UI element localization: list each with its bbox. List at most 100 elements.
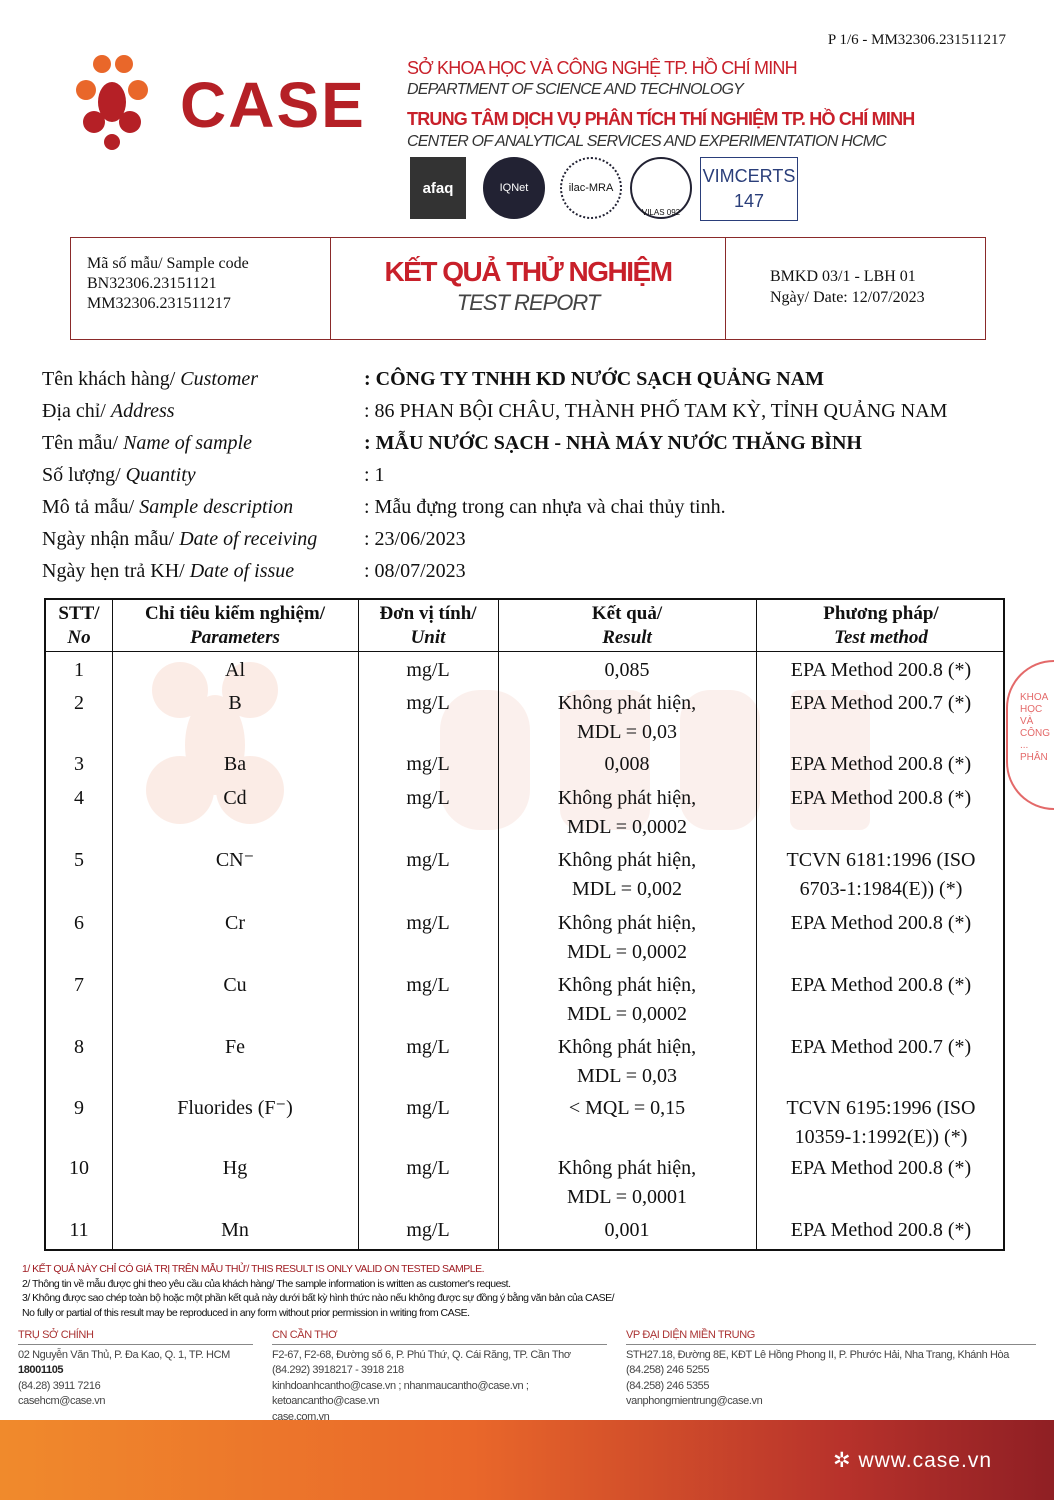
- cell-unit: mg/L: [406, 787, 450, 809]
- website-text: www.case.vn: [858, 1449, 992, 1472]
- info-label: Địa chỉ/ Address: [42, 400, 175, 423]
- note-1: 1/ KẾT QUẢ NÀY CHỈ CÓ GIÁ TRỊ TRÊN MẪU T…: [22, 1263, 485, 1275]
- cell-unit: mg/L: [406, 849, 450, 871]
- cell-param: Cd: [223, 787, 247, 809]
- note-3: 3/ Không được sao chép toàn bộ hoặc một …: [22, 1292, 615, 1304]
- notes: 1/ KẾT QUẢ NÀY CHỈ CÓ GIÁ TRỊ TRÊN MẪU T…: [22, 1262, 615, 1320]
- column-header: STT/No: [46, 600, 112, 652]
- info-label-vn: Ngày nhận mẫu/: [42, 528, 180, 550]
- cell-no: 7: [74, 974, 84, 996]
- info-label-vn: Địa chỉ/: [42, 400, 111, 422]
- info-label-en: Name of sample: [123, 432, 252, 454]
- header-en: Test method: [834, 627, 928, 648]
- header-vn: STT/: [58, 603, 100, 624]
- cell-result: Không phát hiện, MDL = 0,0002: [557, 787, 697, 838]
- info-label: Ngày hẹn trả KH/ Date of issue: [42, 560, 294, 583]
- office-website: case.com.vn: [272, 1410, 330, 1423]
- info-label-vn: Mô tả mẫu/: [42, 496, 140, 518]
- cell-result: Không phát hiện, MDL = 0,002: [557, 849, 697, 900]
- info-value: : MẪU NƯỚC SẠCH - NHÀ MÁY NƯỚC THĂNG BÌN…: [364, 432, 862, 454]
- info-value: : Mẫu đựng trong can nhựa và chai thủy t…: [364, 496, 726, 518]
- cell-no: 9: [74, 1097, 84, 1119]
- org-line-2: DEPARTMENT OF SCIENCE AND TECHNOLOGY: [407, 81, 744, 98]
- cell-unit: mg/L: [406, 659, 450, 681]
- cell-method: EPA Method 200.8 (*): [790, 659, 972, 681]
- page-number: P 1/6 - MM32306.231511217: [827, 32, 1006, 48]
- sample-code-2: MM32306.231511217: [87, 295, 231, 312]
- cell-method: EPA Method 200.8 (*): [790, 1157, 972, 1179]
- info-label-en: Date of issue: [189, 560, 295, 582]
- info-row: Ngày hẹn trả KH/ Date of issue : 08/07/20…: [42, 560, 1002, 590]
- cell-param: B: [228, 692, 242, 714]
- office-email: kinhdoanhcantho@case.vn ; nhanmaucantho@…: [272, 1379, 529, 1392]
- office-address: 02 Nguyễn Văn Thủ, P. Đa Kao, Q. 1, TP. …: [18, 1348, 230, 1361]
- cell-result: Không phát hiện, MDL = 0,03: [557, 692, 697, 743]
- report-header-box: Mã số mẫu/ Sample code BN32306.23151121 …: [70, 237, 986, 340]
- office-email-2: ketoancantho@case.vn: [272, 1395, 380, 1407]
- note-3-en: No fully or partial of this result may b…: [22, 1306, 470, 1319]
- info-row: Tên mẫu/ Name of sample : MẪU NƯỚC SẠCH -…: [42, 432, 1002, 462]
- cell-no: 10: [69, 1157, 89, 1179]
- cell-param: Fluorides (F⁻): [177, 1097, 293, 1119]
- cell-method: EPA Method 200.7 (*): [790, 1036, 972, 1058]
- org-line-3: TRUNG TÂM DỊCH VỤ PHÂN TÍCH THÍ NGHIỆM T…: [407, 109, 915, 129]
- header-en: Result: [602, 627, 652, 648]
- info-label-vn: Tên mẫu/: [42, 432, 124, 454]
- column-header: Kết quả/Result: [498, 600, 756, 652]
- cell-unit: mg/L: [406, 912, 450, 934]
- office-address: F2-67, F2-68, Đường số 6, P. Phú Thứ, Q.…: [272, 1348, 571, 1361]
- cell-no: 2: [74, 692, 84, 714]
- cell-param: Fe: [225, 1036, 245, 1058]
- cell-unit: mg/L: [406, 1097, 450, 1119]
- note-2: 2/ Thông tin về mẫu được ghi theo yêu cầ…: [22, 1277, 511, 1290]
- info-value: : 23/06/2023: [364, 528, 466, 550]
- header-en: Unit: [410, 627, 446, 648]
- org-line-4: CENTER OF ANALYTICAL SERVICES AND EXPERI…: [407, 133, 887, 150]
- header-vn: Đơn vị tính/: [379, 603, 477, 624]
- stamp-seal: KHOA HỌC VÀ CÔNG ... PHÂN: [1006, 660, 1054, 810]
- logo-text: CASE: [180, 69, 366, 141]
- info-row: Ngày nhận mẫu/ Date of receiving : 23/06/…: [42, 528, 1002, 558]
- office-fax: (84.258) 246 5355: [626, 1379, 710, 1392]
- afaq-cert-icon: afaq: [410, 157, 466, 219]
- info-value: : 1: [364, 464, 385, 486]
- cell-unit: mg/L: [406, 753, 450, 775]
- report-subtitle: TEST REPORT: [456, 290, 601, 315]
- footer-bar: [0, 1420, 1054, 1500]
- cell-method: TCVN 6181:1996 (ISO 6703-1:1984(E)) (*): [786, 849, 976, 900]
- sample-code-1: BN32306.23151121: [87, 275, 217, 292]
- column-divider: [498, 600, 499, 1249]
- info-label-vn: Tên khách hàng/: [42, 368, 181, 390]
- office-hotline: 18001105: [18, 1364, 64, 1376]
- case-watermark-icon: [146, 662, 870, 830]
- iqnet-cert-icon: IQNet: [483, 157, 545, 219]
- info-label-vn: Số lượng/: [42, 464, 126, 486]
- form-code: BMKD 03/1 - LBH 01: [770, 268, 916, 285]
- info-label: Tên khách hàng/ Customer: [42, 368, 258, 391]
- website-link[interactable]: ✲ www.case.vn: [833, 1449, 992, 1472]
- info-row: Địa chỉ/ Address: 86 PHAN BỘI CHÂU, THÀN…: [42, 400, 1002, 430]
- info-label-vn: Ngày hẹn trả KH/: [42, 560, 190, 582]
- header-en: Parameters: [190, 627, 280, 648]
- column-header: Đơn vị tính/Unit: [358, 600, 498, 652]
- cell-no: 8: [74, 1036, 84, 1058]
- info-value: : 08/07/2023: [364, 560, 466, 582]
- cell-method: EPA Method 200.8 (*): [790, 753, 972, 775]
- info-label-en: Customer: [180, 368, 259, 390]
- cell-param: Mn: [221, 1219, 249, 1241]
- info-label-en: Quantity: [125, 464, 196, 486]
- form-cell: BMKD 03/1 - LBH 01 Ngày/ Date: 12/07/202…: [726, 238, 925, 339]
- cell-result: Không phát hiện, MDL = 0,03: [557, 1036, 697, 1087]
- office-email: casehcm@case.vn: [18, 1395, 106, 1407]
- cell-result: Không phát hiện, MDL = 0,0002: [557, 912, 697, 963]
- cell-no: 5: [74, 849, 84, 871]
- info-label: Ngày nhận mẫu/ Date of receiving: [42, 528, 317, 551]
- column-divider: [756, 600, 757, 1249]
- office-hcm: TRỤ SỞ CHÍNH 02 Nguyễn Văn Thủ, P. Đa Ka…: [18, 1328, 253, 1410]
- info-label-en: Date of receiving: [179, 528, 318, 550]
- cell-unit: mg/L: [406, 1157, 450, 1179]
- header-vn: Chỉ tiêu kiểm nghiệm/: [145, 603, 325, 624]
- info-value: : CÔNG TY TNHH KD NƯỚC SẠCH QUẢNG NAM: [364, 368, 825, 390]
- info-label-en: Sample description: [139, 496, 294, 518]
- cell-unit: mg/L: [406, 1036, 450, 1058]
